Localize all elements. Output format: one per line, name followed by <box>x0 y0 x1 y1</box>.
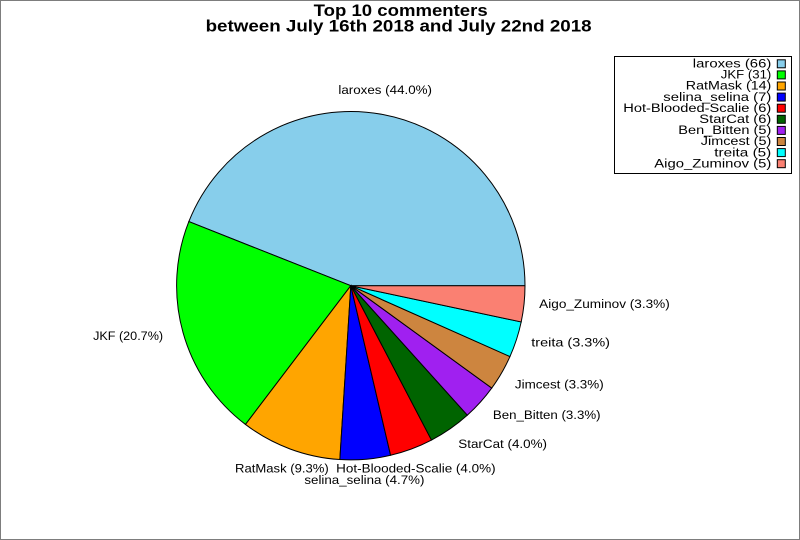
svg-text:RatMask (14): RatMask (14) <box>686 79 772 93</box>
svg-text:Aigo_Zuminov (5): Aigo_Zuminov (5) <box>654 156 771 170</box>
svg-text:laroxes (66): laroxes (66) <box>693 57 772 71</box>
svg-text:JKF (20.7%): JKF (20.7%) <box>93 329 163 343</box>
svg-text:selina_selina (4.7%): selina_selina (4.7%) <box>304 473 424 487</box>
svg-text:selina_selina (7): selina_selina (7) <box>663 90 771 104</box>
svg-text:between July 16th 2018 and Jul: between July 16th 2018 and July 22nd 201… <box>206 18 592 36</box>
svg-text:Top 10 commenters: Top 10 commenters <box>314 2 488 20</box>
svg-text:RatMask (9.3%): RatMask (9.3%) <box>235 462 329 476</box>
svg-text:StarCat (6): StarCat (6) <box>699 112 771 126</box>
svg-text:Aigo_Zuminov (3.3%): Aigo_Zuminov (3.3%) <box>539 297 670 311</box>
svg-text:Hot-Blooded-Scalie (6): Hot-Blooded-Scalie (6) <box>623 101 771 115</box>
svg-text:treita (3.3%): treita (3.3%) <box>531 336 610 350</box>
svg-text:laroxes (44.0%): laroxes (44.0%) <box>338 83 432 97</box>
svg-text:treita (5): treita (5) <box>714 145 771 159</box>
svg-text:JKF (31): JKF (31) <box>721 68 772 82</box>
svg-text:Jimcest (3.3%): Jimcest (3.3%) <box>515 377 604 391</box>
svg-text:Jimcest (5): Jimcest (5) <box>701 134 772 148</box>
svg-text:StarCat (4.0%): StarCat (4.0%) <box>458 437 547 451</box>
svg-text:Ben_Bitten (3.3%): Ben_Bitten (3.3%) <box>493 408 601 422</box>
svg-text:Ben_Bitten (5): Ben_Bitten (5) <box>678 123 771 137</box>
svg-text:Hot-Blooded-Scalie (4.0%): Hot-Blooded-Scalie (4.0%) <box>336 462 495 476</box>
